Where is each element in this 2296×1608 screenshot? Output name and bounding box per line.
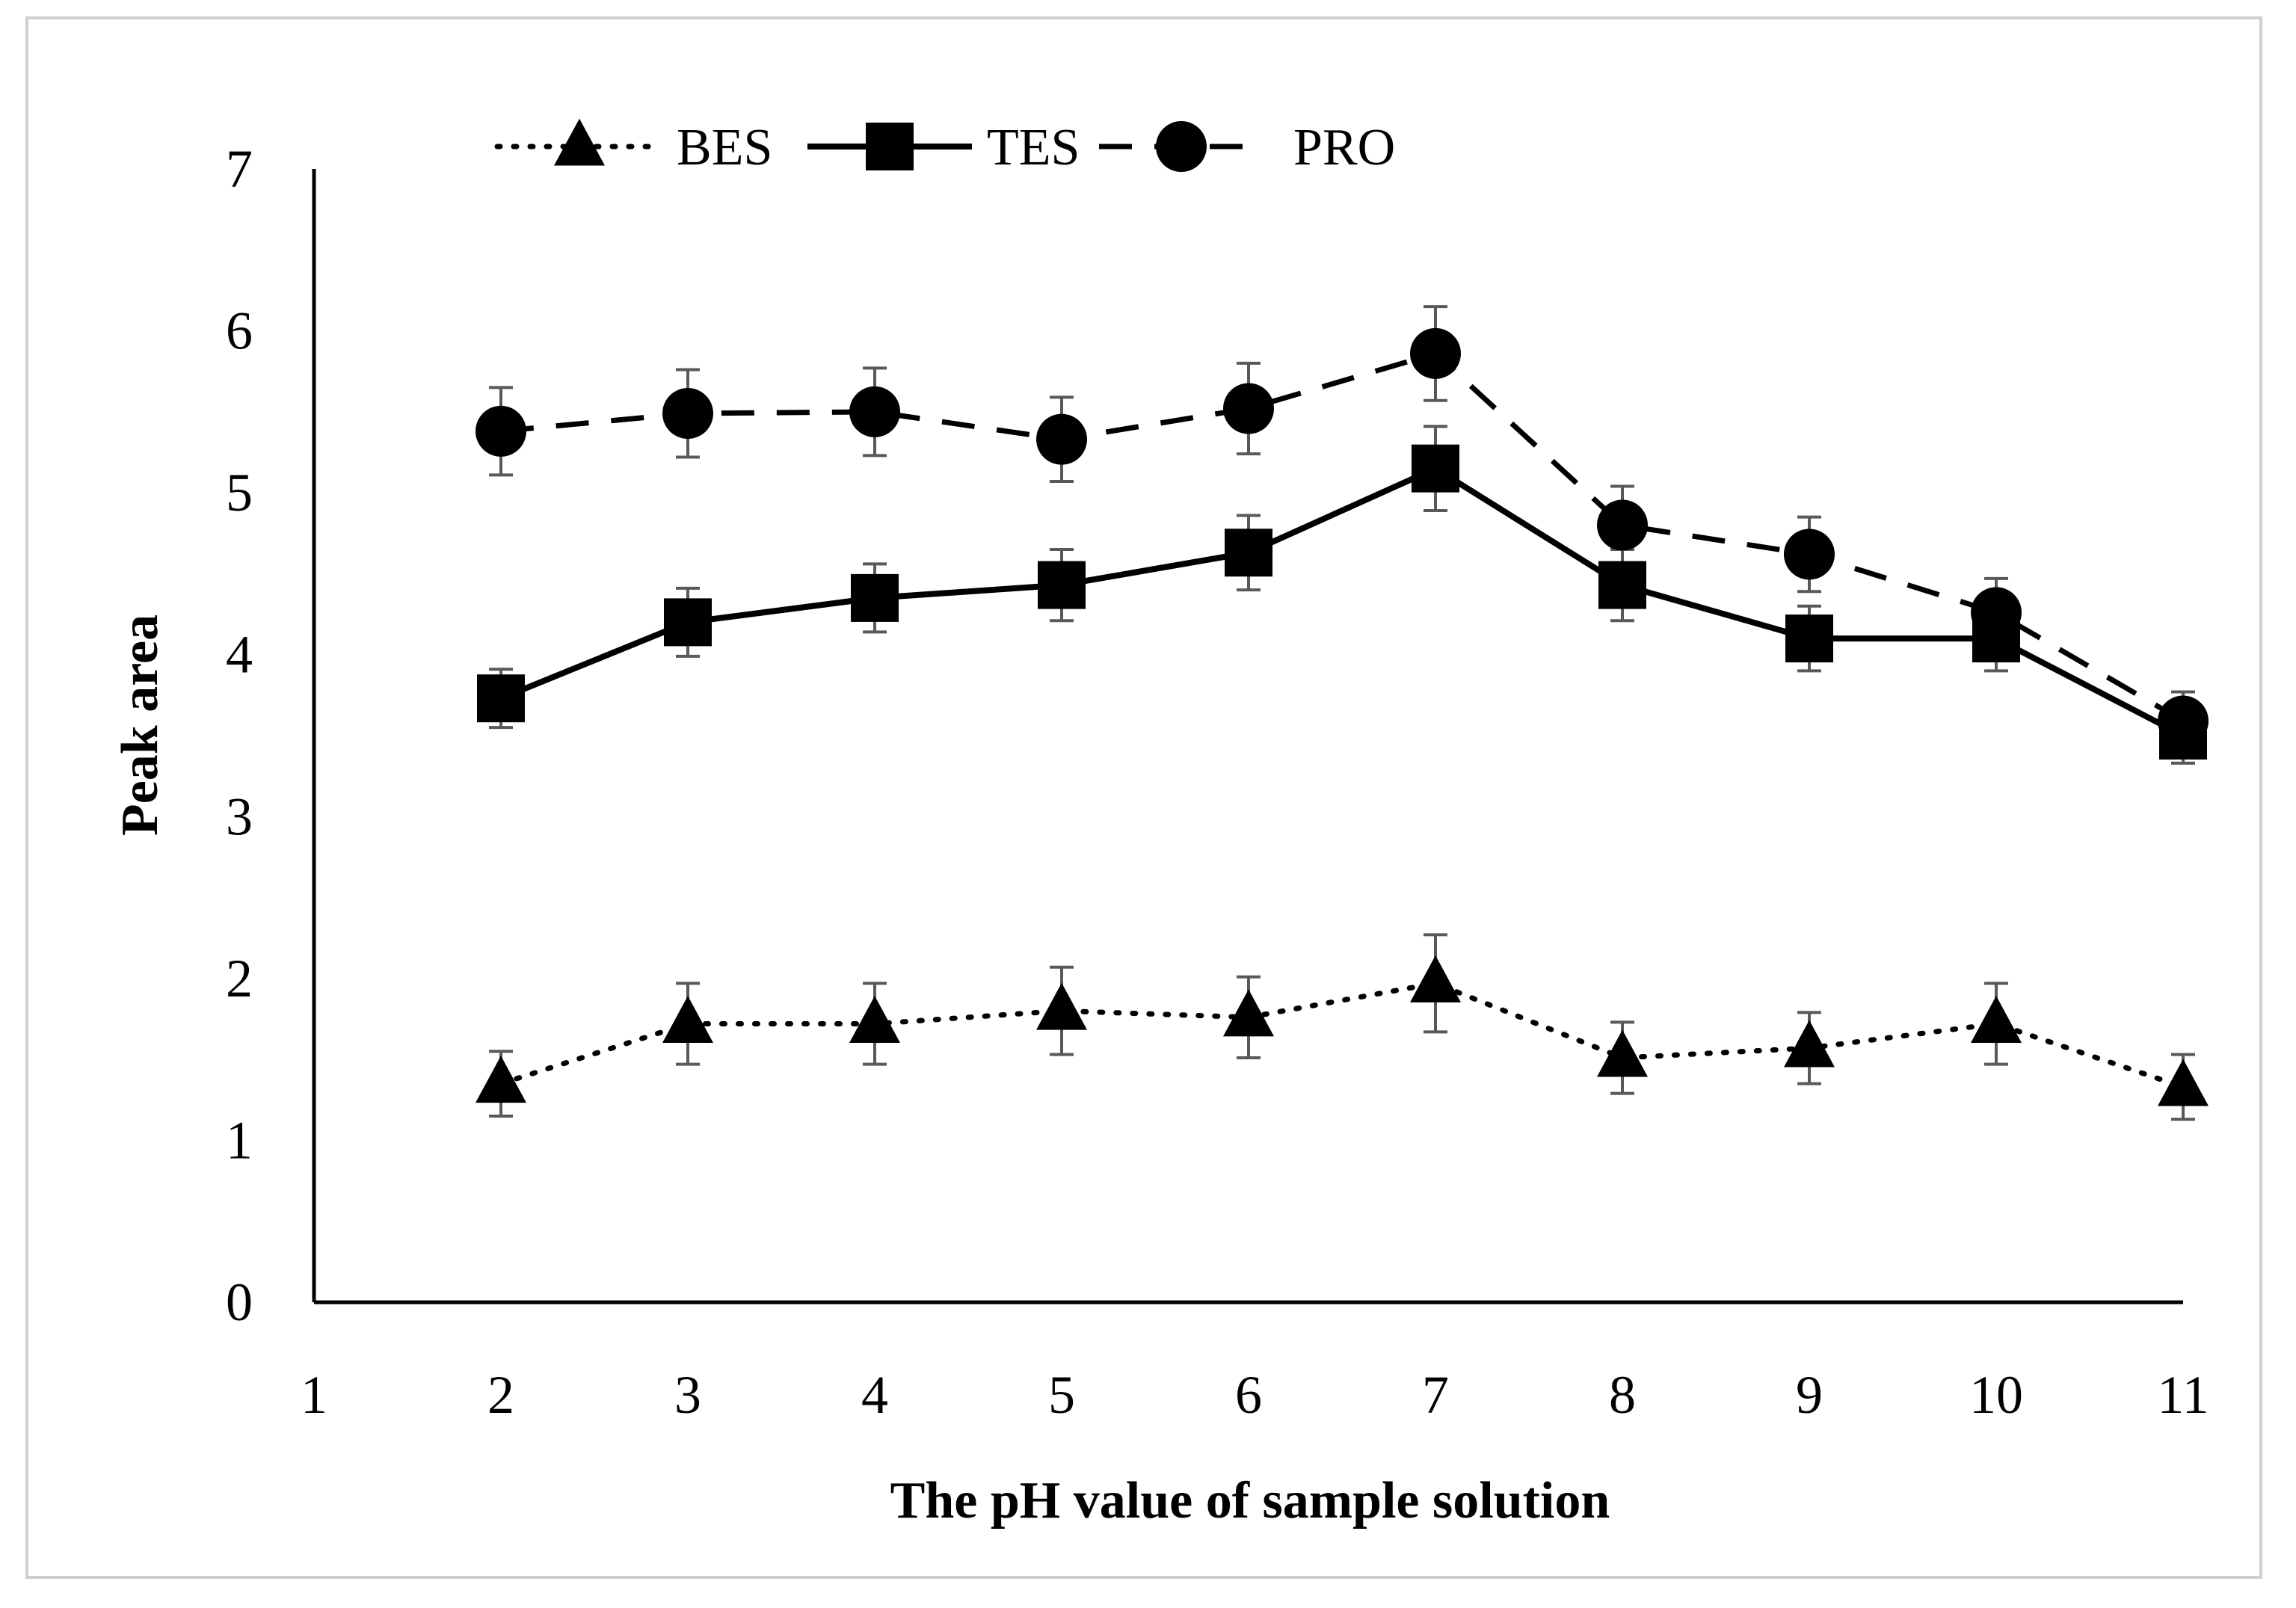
bes-series-line xyxy=(498,980,2186,1090)
x-tick-label: 11 xyxy=(2157,1365,2209,1425)
pro-point xyxy=(1223,383,1274,434)
pro-point xyxy=(1784,529,1835,580)
x-tick-label: 1 xyxy=(301,1365,327,1425)
pro-point xyxy=(1597,499,1648,551)
pro-point xyxy=(849,386,900,437)
bes-point xyxy=(1410,955,1461,1002)
tes-point xyxy=(851,573,899,622)
y-tick-label: 6 xyxy=(226,301,253,361)
x-tick-label: 7 xyxy=(1422,1365,1449,1425)
x-tick-label: 5 xyxy=(1048,1365,1075,1425)
x-tick-label: 10 xyxy=(1969,1365,2023,1425)
x-axis-title: The pH value of sample solution xyxy=(890,1472,1610,1530)
bes-point xyxy=(1036,982,1087,1030)
tes-point xyxy=(1598,561,1646,609)
y-axis-title: Peak area xyxy=(111,614,169,836)
x-tick-label: 4 xyxy=(861,1365,888,1425)
legend-label-pro: PRO xyxy=(1293,119,1395,176)
pro-series-line xyxy=(500,351,2185,724)
tes-point xyxy=(477,674,525,723)
bes-point xyxy=(1784,1020,1835,1068)
legend-label-bes: BES xyxy=(677,119,772,176)
tes-point xyxy=(1412,444,1459,493)
bes-point xyxy=(1223,989,1274,1037)
chart-frame xyxy=(25,16,2262,1579)
tes-series-line xyxy=(499,465,2185,739)
legend-label-tes: TES xyxy=(987,119,1080,176)
x-tick-label: 6 xyxy=(1235,1365,1262,1425)
data-markers xyxy=(475,327,2209,1106)
y-tick-label: 0 xyxy=(226,1272,253,1332)
tes-point xyxy=(1785,614,1833,663)
tes-point xyxy=(664,598,712,647)
x-tick-label: 8 xyxy=(1609,1365,1636,1425)
y-tick-label: 1 xyxy=(226,1110,253,1170)
bes-point xyxy=(662,996,713,1043)
series-lines xyxy=(498,351,2186,1090)
tes-point xyxy=(1225,529,1272,577)
tes-point xyxy=(1038,561,1086,609)
pro-point xyxy=(1410,327,1461,379)
bes-point xyxy=(1971,996,2022,1043)
pro-point xyxy=(662,388,713,440)
pro-point xyxy=(475,405,526,457)
bes-point xyxy=(475,1056,526,1103)
bes-point xyxy=(2158,1059,2209,1106)
y-tick-label: 3 xyxy=(226,786,253,846)
pro-point xyxy=(2158,695,2209,747)
x-tick-label: 2 xyxy=(487,1365,514,1425)
legend-marker-pro xyxy=(1156,121,1207,172)
bes-point xyxy=(849,996,900,1043)
y-tick-label: 2 xyxy=(226,949,253,1008)
legend-marker-bes xyxy=(554,118,605,166)
pro-point xyxy=(1036,413,1087,465)
y-tick-label: 7 xyxy=(226,139,253,199)
y-tick-label: 4 xyxy=(226,625,253,685)
x-tick-label: 3 xyxy=(674,1365,701,1425)
pro-point xyxy=(1971,587,2022,638)
legend: BES TES PRO xyxy=(494,118,1395,176)
bes-point xyxy=(1597,1029,1648,1077)
error-bars xyxy=(489,305,2195,1121)
legend-marker-tes xyxy=(866,123,914,170)
y-tick-label: 5 xyxy=(226,463,253,523)
x-tick-label: 9 xyxy=(1796,1365,1823,1425)
